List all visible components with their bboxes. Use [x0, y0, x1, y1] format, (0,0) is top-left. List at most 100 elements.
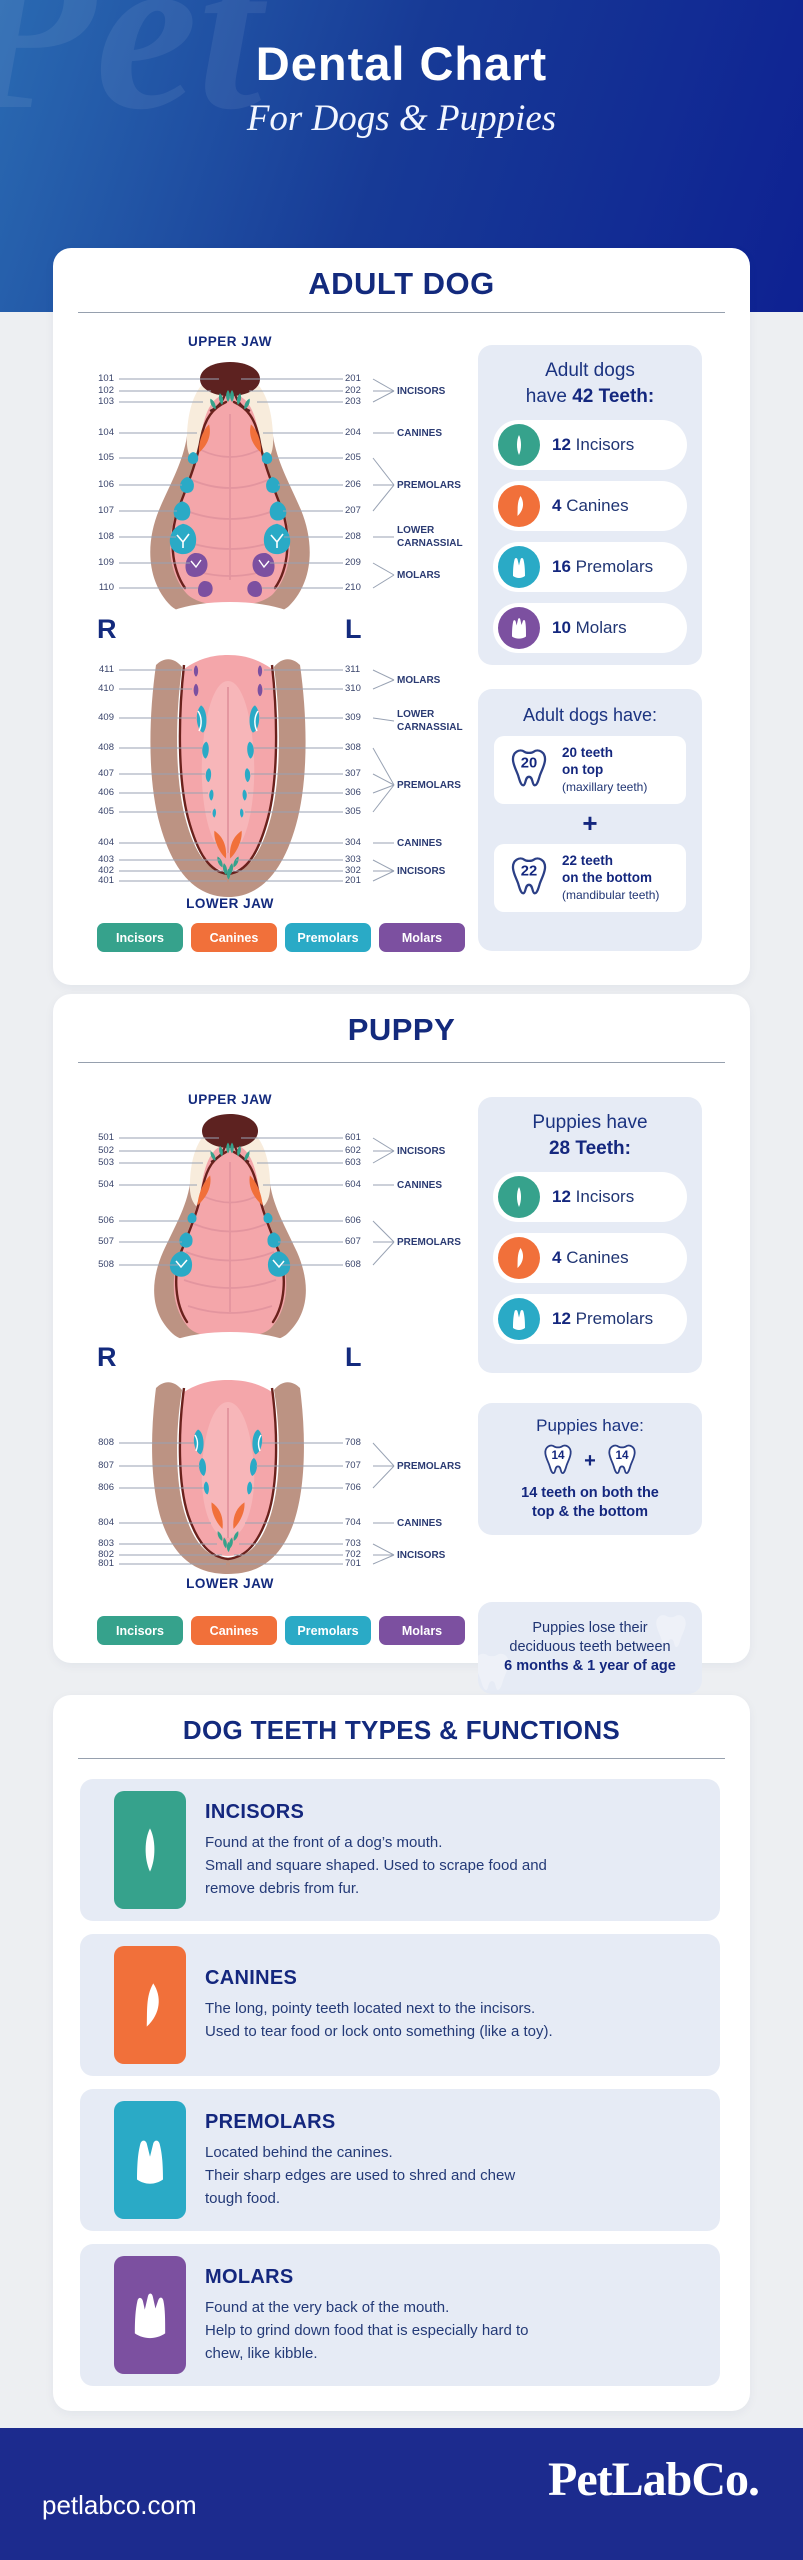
tooth-count-pill-canines: 4 Canines	[493, 481, 687, 531]
tooth-number-label: 201	[345, 373, 361, 384]
type-name: MOLARS	[205, 2265, 294, 2288]
tooth-number-label: 209	[345, 557, 361, 568]
legend-item-canines: Canines	[191, 1616, 277, 1645]
puppy-lower-jaw-label: LOWER JAW	[186, 1576, 274, 1591]
tooth-outline-icon: 20	[511, 749, 547, 787]
premolars-icon-circle	[498, 1298, 540, 1340]
tooth-number-label: 404	[98, 837, 114, 848]
leader-line	[372, 1137, 395, 1152]
tooth-number-label: 802	[98, 1549, 114, 1560]
leader-line	[372, 1543, 395, 1556]
tooth-outline-icon: 14	[544, 1444, 572, 1474]
type-row-molars: MOLARS Found at the very back of the mout…	[80, 2244, 720, 2386]
svg-text:20: 20	[521, 756, 537, 772]
molar-teeth	[193, 665, 263, 697]
tooth-number-label: 707	[345, 1460, 361, 1471]
types-section-title: DOG TEETH TYPES & FUNCTIONS	[182, 1715, 621, 1745]
plus-sign: +	[582, 808, 598, 838]
tooth-number-label: 208	[345, 531, 361, 542]
tooth-number-label: 303	[345, 854, 361, 865]
tooth-number-label: 407	[98, 768, 114, 779]
tooth-number-label: 109	[98, 557, 114, 568]
leader-line	[372, 679, 395, 690]
type-row-text: INCISORS Found at the front of a dog’s mo…	[205, 1801, 547, 1900]
tooth-number-label: 702	[345, 1549, 361, 1560]
tooth-category-label: INCISORS	[397, 386, 446, 397]
tooth-number-label: 110	[98, 582, 114, 593]
tooth-number-label: 207	[345, 505, 361, 516]
leader-line	[372, 859, 395, 872]
tooth-category-label: MOLARS	[397, 675, 441, 686]
molar-tooth-icon	[134, 2293, 166, 2339]
tooth-number-label: 102	[98, 385, 114, 396]
puppy-upper-jaw-label: UPPER JAW	[187, 1092, 273, 1107]
tooth-category-label: LOWER CARNASSIAL	[397, 709, 463, 733]
footer-banner: petlabco.com PetLabCo.	[0, 2428, 803, 2560]
legend-item-molars: Molars	[379, 923, 465, 952]
tooth-number-label: 402	[98, 865, 114, 876]
pill-label: 4 Canines	[552, 496, 629, 515]
tooth-category-label: CANINES	[397, 1518, 443, 1529]
adult-panel-heading: Adult dogs have 42 Teeth:	[525, 360, 655, 407]
incisor-tooth-icon	[145, 1828, 155, 1872]
tooth-category-label: PREMOLARS	[397, 780, 461, 791]
pill-label: 10 Molars	[552, 618, 627, 637]
type-name: INCISORS	[205, 1800, 305, 1823]
svg-text:22: 22	[521, 864, 537, 880]
adult-left-side-label: L	[345, 614, 362, 644]
puppy-right-side-label: R	[97, 1342, 117, 1372]
leader-line	[372, 773, 395, 786]
puppy-lower-jaw-diagram	[152, 1380, 304, 1574]
tooth-number-label: 108	[98, 531, 114, 542]
tooth-outline-icon: 14	[608, 1444, 636, 1474]
tooth-number-label: 706	[345, 1482, 361, 1493]
tooth-number-label: 405	[98, 806, 114, 817]
tooth-number-label: 406	[98, 787, 114, 798]
puppy-left-side-label: L	[345, 1342, 362, 1372]
tooth-number-label: 307	[345, 768, 361, 779]
tooth-category-label: LOWER CARNASSIAL	[397, 525, 463, 549]
tooth-number-label: 205	[345, 452, 361, 463]
tooth-number-label: 305	[345, 806, 361, 817]
tooth-number-label: 503	[98, 1157, 114, 1168]
tooth-number-label: 105	[98, 452, 114, 463]
incisor-teeth	[210, 390, 250, 410]
tooth-count-pill-molars: 10 Molars	[493, 603, 687, 653]
leader-line	[372, 784, 395, 794]
tooth-number-label: 304	[345, 837, 361, 848]
leader-line	[372, 1220, 395, 1243]
canines-icon-tile	[114, 1946, 186, 2064]
tooth-number-label: 403	[98, 854, 114, 865]
tooth-number-label: 306	[345, 787, 361, 798]
divider	[78, 1062, 725, 1063]
canine-teeth	[197, 1175, 263, 1206]
tooth-number-label: 602	[345, 1145, 361, 1156]
top-teeth-text: 20 teeth on top (maxillary teeth)	[562, 745, 648, 794]
type-row-incisors: INCISORS Found at the front of a dog’s mo…	[80, 1779, 720, 1921]
tooth-number-label: 606	[345, 1215, 361, 1226]
tooth-outline-icon: 22	[511, 857, 547, 895]
petlabco-logo: PetLabCo.	[548, 2453, 760, 2506]
tooth-number-label: 506	[98, 1215, 114, 1226]
tooth-number-label: 708	[345, 1437, 361, 1448]
tooth-number-label: 807	[98, 1460, 114, 1471]
website-link[interactable]: petlabco.com	[42, 2490, 197, 2520]
tooth-number-label: 604	[345, 1179, 361, 1190]
adult-legend: Incisors Canines Premolars Molars	[97, 923, 465, 952]
pill-label: 4 Canines	[552, 1248, 629, 1267]
tooth-number-label: 101	[98, 373, 114, 384]
leader-line	[372, 717, 395, 722]
incisor-tooth-icon	[516, 435, 522, 455]
tooth-number-label: 601	[345, 1132, 361, 1143]
tooth-number-label: 504	[98, 1179, 114, 1190]
tooth-number-label: 210	[345, 582, 361, 593]
puppy-section-title: PUPPY	[347, 1012, 456, 1047]
tooth-number-label: 310	[345, 683, 361, 694]
tooth-number-label: 206	[345, 479, 361, 490]
tooth-number-label: 408	[98, 742, 114, 753]
legend-item-canines: Canines	[191, 923, 277, 952]
pill-label: 12 Incisors	[552, 435, 635, 454]
tooth-number-label: 411	[98, 664, 114, 675]
incisors-icon-circle	[498, 1176, 540, 1218]
divider	[78, 312, 725, 313]
